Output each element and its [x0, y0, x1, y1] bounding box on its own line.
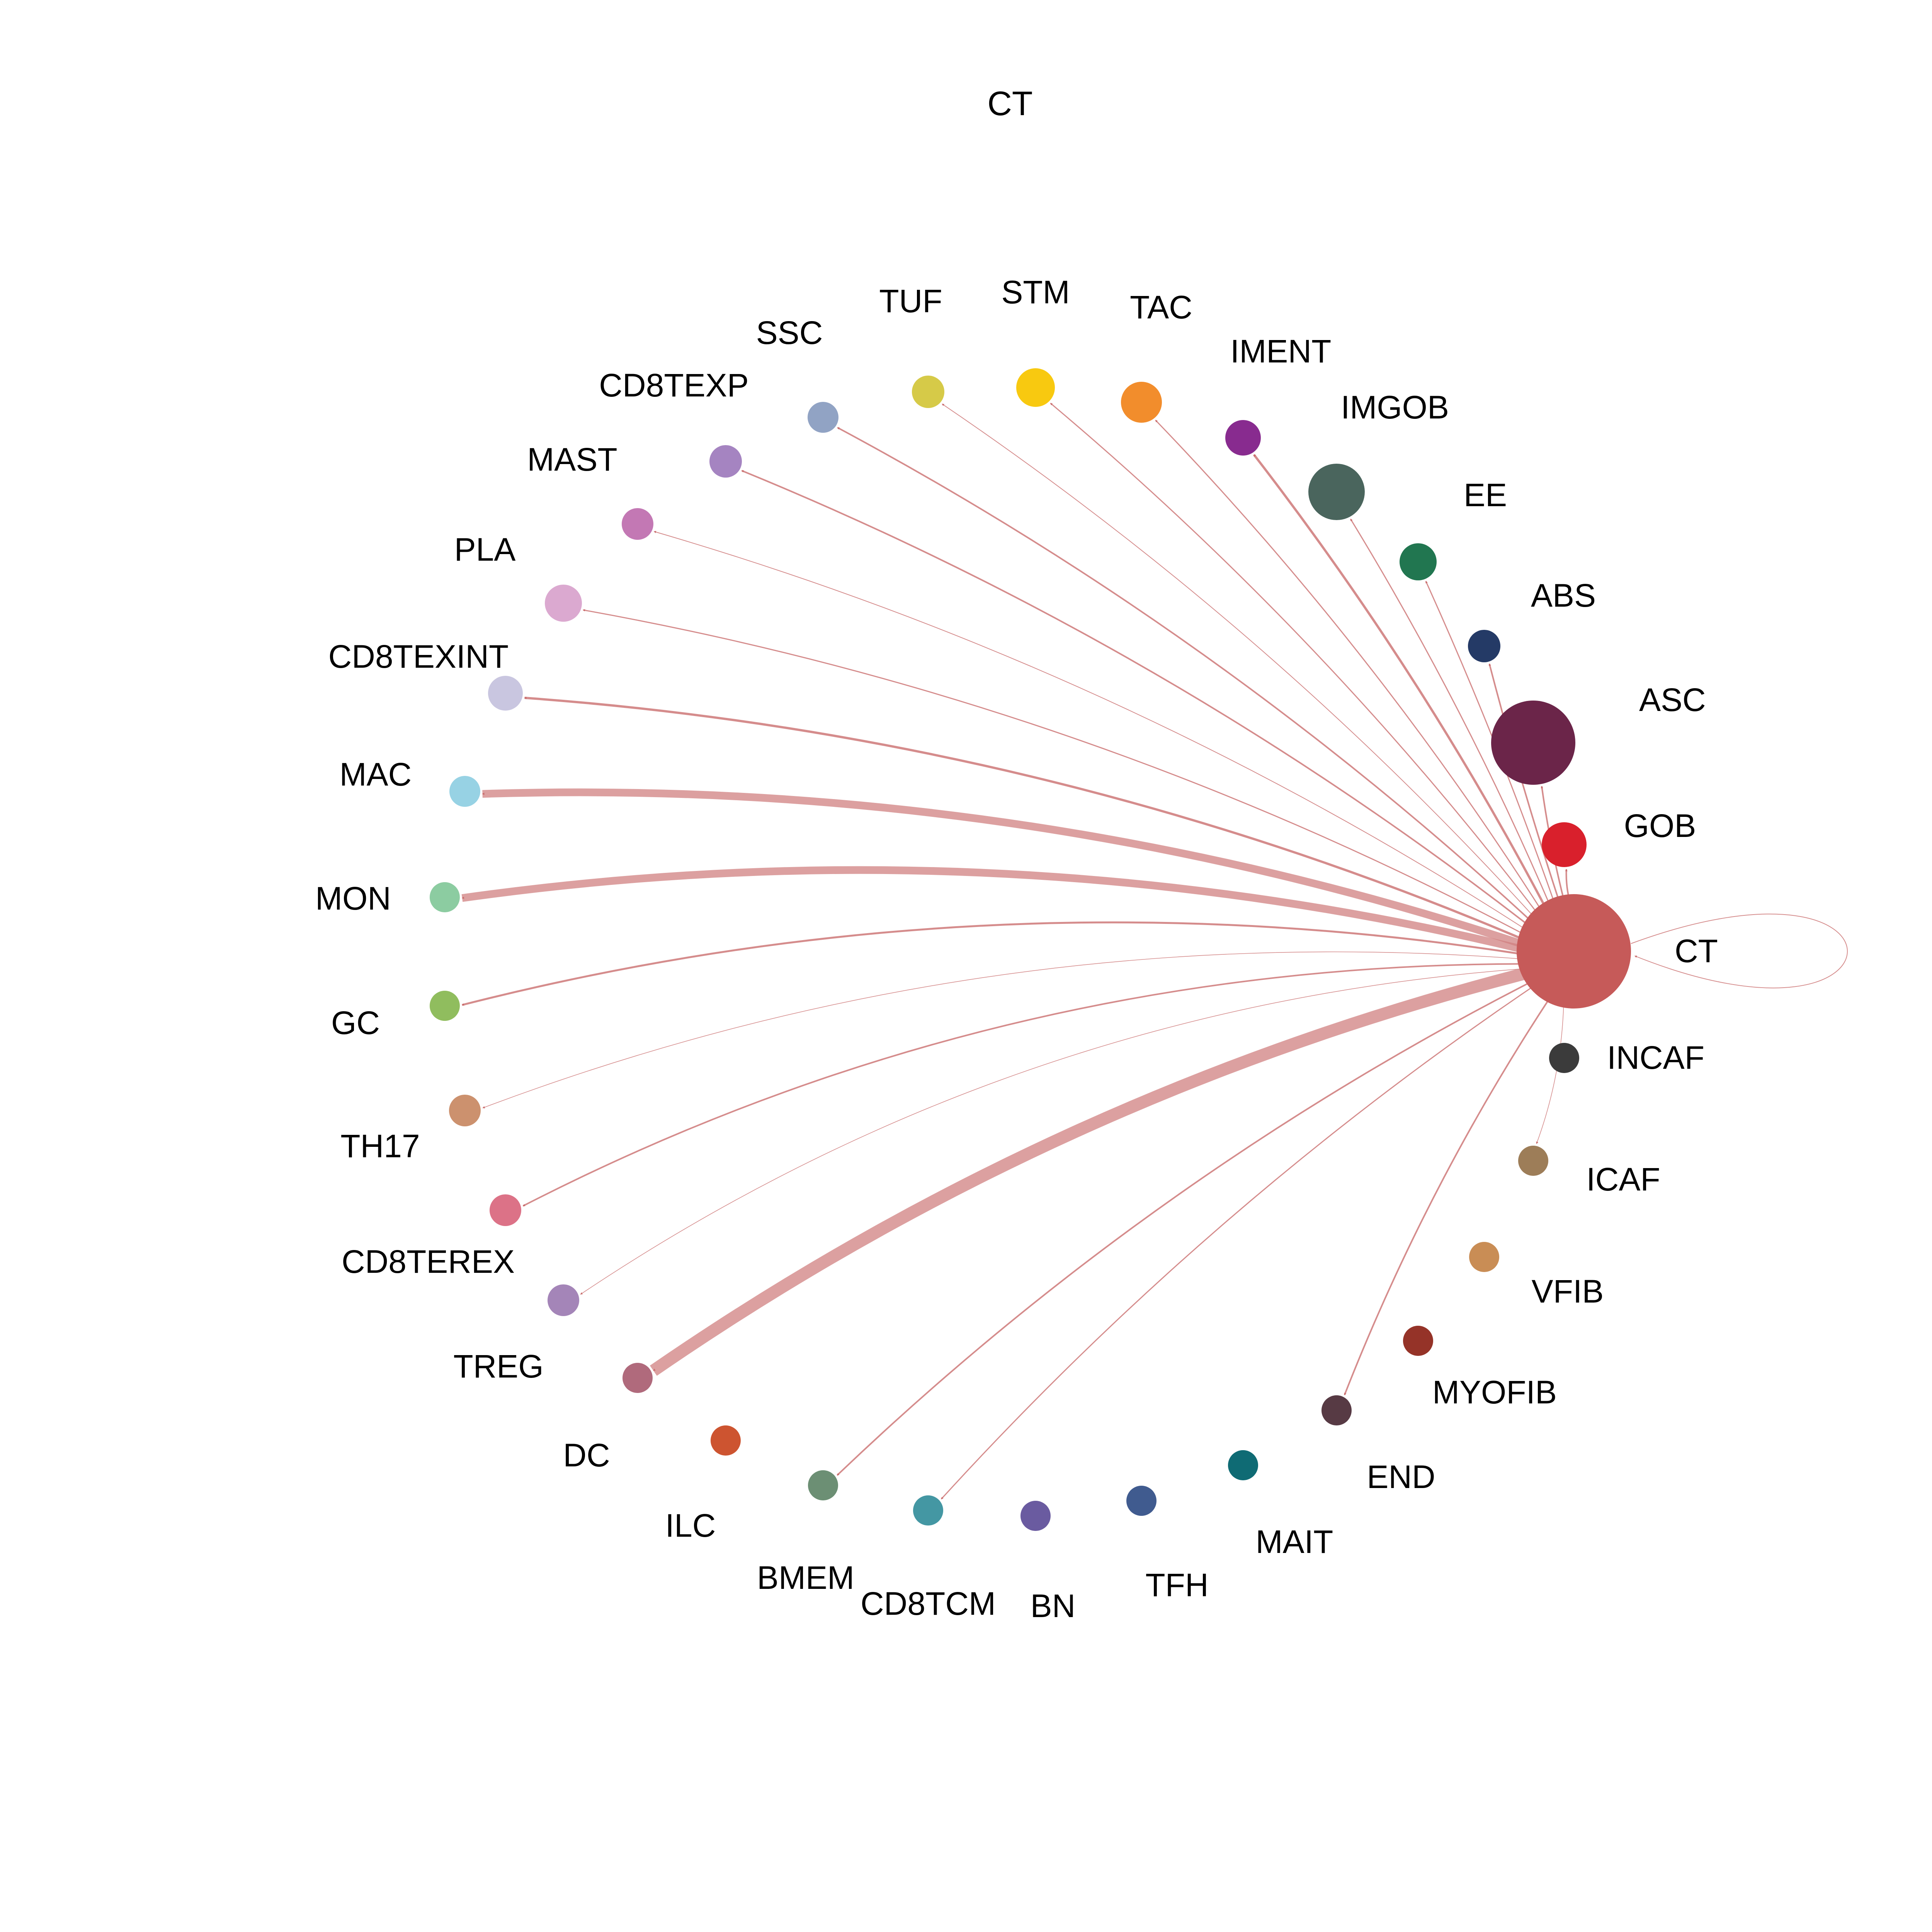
edge-ct-to-mon: [461, 866, 1522, 953]
diagram-title: CT: [987, 84, 1032, 122]
node-th17: [449, 1095, 481, 1126]
node-ilc: [711, 1425, 741, 1456]
node-end: [1321, 1395, 1352, 1425]
node-label-cd8tcm: CD8TCM: [861, 1585, 996, 1622]
node-label-mast: MAST: [527, 441, 617, 478]
node-label-pla: PLA: [454, 531, 516, 568]
node-mait: [1228, 1450, 1258, 1480]
node-tuf: [912, 376, 944, 408]
node-label-cd8texp: CD8TEXP: [599, 367, 748, 403]
edge-ct-to-cd8texint: [524, 696, 1523, 940]
node-treg: [548, 1284, 579, 1316]
node-label-imgob: IMGOB: [1341, 389, 1449, 425]
node-label-vfib: VFIB: [1532, 1273, 1604, 1310]
node-label-cd8terex: CD8TEREX: [342, 1243, 515, 1280]
node-dc: [622, 1363, 653, 1393]
node-ct: [1517, 894, 1631, 1009]
edge-ct-to-pla: [583, 609, 1524, 935]
node-icaf: [1518, 1146, 1548, 1176]
edge-ct-to-tuf: [942, 403, 1534, 917]
node-cd8texp: [709, 445, 742, 478]
node-label-iment: IMENT: [1230, 333, 1331, 369]
node-label-tac: TAC: [1130, 289, 1192, 325]
edge-ct-to-cd8tcm: [940, 986, 1534, 1500]
edge-ct-to-cd8texp: [741, 470, 1528, 925]
edge-ct-to-ssc: [837, 427, 1531, 921]
edge-ct-to-cd8terex: [522, 963, 1522, 1207]
edge-ct-to-bmem: [837, 981, 1531, 1476]
node-mast: [622, 508, 653, 540]
node-label-stm: STM: [1001, 274, 1070, 310]
node-label-mait: MAIT: [1256, 1524, 1333, 1560]
node-imgob: [1308, 464, 1365, 520]
node-incaf: [1549, 1043, 1579, 1073]
node-label-mac: MAC: [340, 756, 412, 793]
node-label-treg: TREG: [453, 1348, 543, 1384]
node-label-dc: DC: [563, 1437, 610, 1473]
node-label-tuf: TUF: [879, 283, 942, 319]
node-myofib: [1403, 1326, 1433, 1356]
node-ee: [1400, 543, 1437, 580]
node-pla: [545, 585, 582, 622]
node-gc: [430, 991, 460, 1021]
node-label-ct: CT: [1675, 933, 1718, 969]
edge-ct-to-mast: [653, 531, 1526, 930]
node-gob: [1542, 822, 1587, 867]
edge-ct-to-tac: [1155, 420, 1541, 910]
node-cd8terex: [490, 1194, 521, 1226]
node-label-gc: GC: [331, 1005, 380, 1041]
edge-ct-to-th17: [482, 951, 1521, 1109]
edge-ct-to-end: [1344, 998, 1550, 1395]
node-label-icaf: ICAF: [1586, 1161, 1660, 1197]
node-label-gob: GOB: [1624, 808, 1696, 844]
node-label-ilc: ILC: [665, 1507, 716, 1544]
node-iment: [1225, 420, 1261, 456]
node-tac: [1121, 382, 1162, 423]
node-mac: [449, 776, 480, 807]
node-vfib: [1469, 1242, 1499, 1272]
node-tfh: [1126, 1486, 1156, 1516]
node-label-incaf: INCAF: [1607, 1039, 1704, 1076]
node-cd8tcm: [913, 1495, 943, 1526]
node-layer: [430, 368, 1631, 1531]
node-label-myofib: MYOFIB: [1432, 1374, 1557, 1410]
node-label-ssc: SSC: [756, 315, 823, 351]
edge-ct-to-icaf: [1536, 1003, 1564, 1144]
edge-ct-to-gob: [1565, 869, 1570, 899]
node-ssc: [808, 402, 838, 433]
node-label-tfh: TFH: [1145, 1567, 1208, 1603]
edge-ct-to-treg: [580, 968, 1524, 1295]
node-abs: [1468, 630, 1500, 662]
edge-ct-to-iment: [1253, 454, 1546, 907]
node-stm: [1016, 368, 1055, 407]
node-label-bmem: BMEM: [757, 1560, 854, 1596]
edge-ct-to-gc: [461, 921, 1521, 1006]
node-label-mon: MON: [315, 880, 391, 917]
node-label-asc: ASC: [1639, 682, 1706, 718]
edge-ct-to-imgob: [1350, 519, 1550, 904]
edge-ct-to-stm: [1050, 403, 1537, 913]
node-label-bn: BN: [1031, 1588, 1076, 1624]
node-label-end: END: [1367, 1459, 1435, 1495]
node-cd8texint: [488, 676, 523, 711]
node-label-th17: TH17: [340, 1128, 420, 1164]
edge-ct-to-dc: [650, 967, 1527, 1376]
node-bn: [1020, 1501, 1051, 1531]
node-mon: [430, 882, 460, 912]
node-asc: [1491, 701, 1575, 785]
node-label-ee: EE: [1464, 477, 1507, 513]
edge-layer: [461, 403, 1848, 1500]
node-label-abs: ABS: [1531, 577, 1596, 614]
node-label-cd8texint: CD8TEXINT: [328, 638, 509, 675]
edge-ct-to-mac: [482, 788, 1522, 947]
node-bmem: [808, 1470, 838, 1500]
edge-ct-to-ct: [1631, 913, 1848, 988]
